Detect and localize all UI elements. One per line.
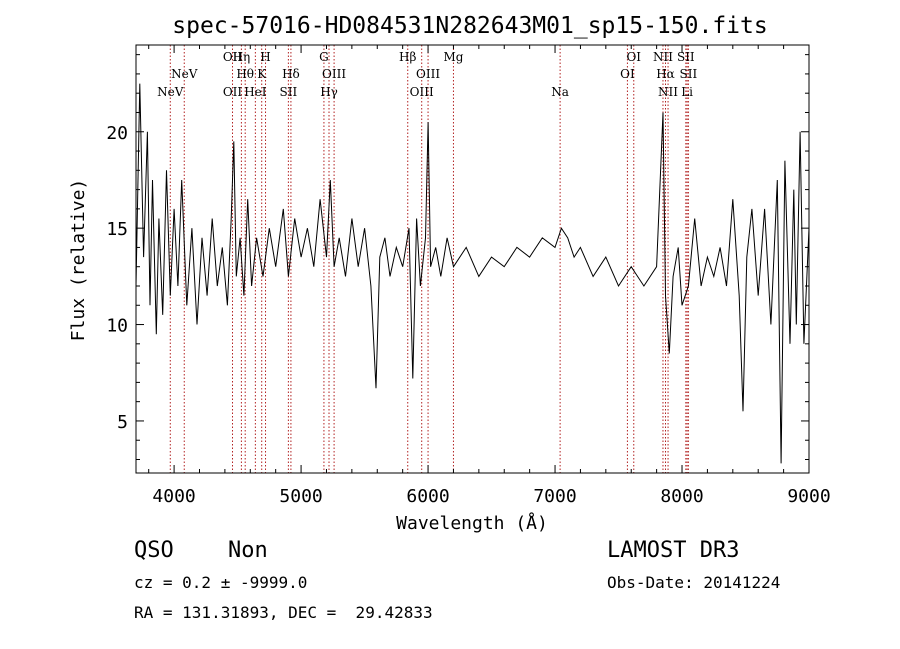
object-subclass: Non: [228, 538, 268, 563]
line-label: OII: [223, 50, 243, 64]
line-label: SII: [677, 50, 695, 64]
line-label: NeV: [157, 85, 184, 99]
spectrum-line: [135, 83, 810, 464]
line-markers: [169, 45, 689, 473]
line-label: SII: [680, 67, 698, 81]
x-tick-label: 4000: [152, 486, 195, 507]
line-label: Hθ: [236, 67, 254, 81]
x-tick-label: 6000: [406, 486, 449, 507]
line-label: SII: [280, 85, 298, 99]
line-label: HeI: [244, 85, 267, 99]
line-label: Na: [551, 85, 569, 99]
obs-date: Obs-Date: 20141224: [607, 573, 781, 592]
line-label: OI: [620, 67, 635, 81]
line-label: Hγ: [320, 85, 338, 99]
line-label: OIII: [416, 67, 440, 81]
plot-frame: [135, 44, 810, 474]
survey-name: LAMOST DR3: [607, 538, 740, 563]
line-label: Hδ: [282, 67, 300, 81]
line-label: NII: [658, 85, 678, 99]
line-label: OIII: [322, 67, 346, 81]
y-axis-ticks: 5 10 15 20: [106, 54, 809, 461]
coordinates: RA = 131.31893, DEC = 29.42833: [134, 603, 433, 622]
line-label: Hα: [656, 67, 675, 81]
object-class: QSO: [134, 538, 174, 563]
line-label: OIII: [410, 85, 434, 99]
x-tick-label: 7000: [533, 486, 576, 507]
chart-title: spec-57016-HD084531N282643M01_sp15-150.f…: [172, 13, 767, 39]
line-label: Hη: [233, 50, 251, 64]
y-tick-label: 5: [117, 412, 128, 433]
line-labels: NeVNeVOIIOIIHηHθHeIHKSIIHδGHγOIIIHβOIIIO…: [157, 50, 697, 99]
x-tick-label: 8000: [660, 486, 703, 507]
line-label: Mg: [443, 50, 463, 64]
redshift-value: cz = 0.2 ± -9999.0: [134, 573, 308, 592]
line-label: G: [319, 50, 329, 64]
line-label: OII: [223, 85, 243, 99]
line-label: Hβ: [399, 50, 416, 64]
y-axis-label: Flux (relative): [68, 179, 89, 342]
line-label: H: [260, 50, 270, 64]
x-axis-label: Wavelength (Å): [396, 512, 548, 534]
x-tick-label: 5000: [279, 486, 322, 507]
line-label: K: [257, 67, 267, 81]
line-label: Li: [681, 85, 693, 99]
y-tick-label: 20: [106, 123, 128, 144]
y-tick-label: 10: [106, 316, 128, 337]
line-label: NeV: [171, 67, 198, 81]
line-label: NII: [653, 50, 673, 64]
line-label: OI: [626, 50, 641, 64]
x-tick-label: 9000: [787, 486, 830, 507]
x-axis-ticks: 4000 5000 6000 7000 8000 9000: [148, 45, 831, 507]
y-tick-label: 15: [106, 219, 128, 240]
